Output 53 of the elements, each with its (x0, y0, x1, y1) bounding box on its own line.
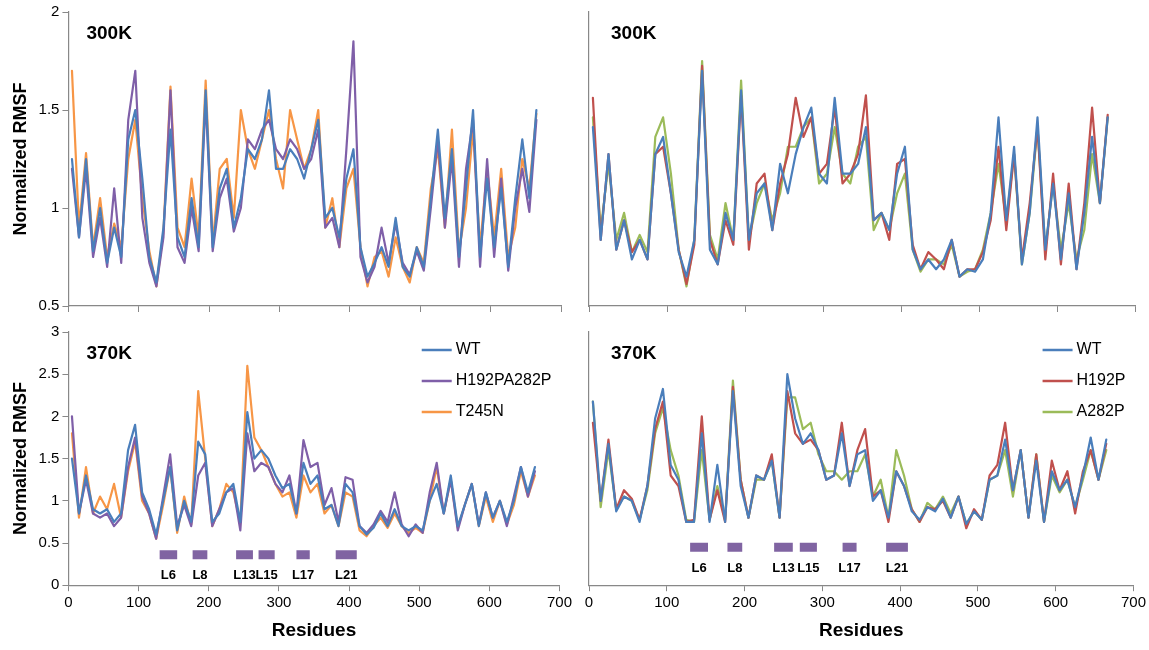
y-tick-label: 1 (51, 490, 60, 508)
y-tick-label: 2 (51, 2, 60, 20)
x-tick-label: 200 (732, 593, 758, 611)
legend-label: WT (1076, 340, 1102, 358)
annotation: L21 (885, 559, 909, 575)
y-axis-title: Normalized RMSF (9, 82, 30, 236)
x-tick-label: 100 (654, 593, 680, 611)
legend-label: H192P (1076, 371, 1126, 389)
x-tick-label: 300 (266, 593, 292, 611)
y-tick-label: 3 (51, 322, 60, 340)
annotation: L17 (291, 567, 315, 583)
text: 370K (86, 342, 133, 364)
x-tick-label: 600 (1043, 593, 1069, 611)
y-tick-label: 0 (51, 575, 60, 593)
x-tick-label: 300 (809, 593, 835, 611)
x-tick-label: 500 (406, 593, 432, 611)
y-tick-label: 2 (51, 406, 60, 424)
chart-title: 300K (611, 22, 657, 44)
annotation: L13 (772, 559, 795, 575)
annotation: L13 (233, 567, 256, 583)
annotation: L15 (797, 559, 820, 575)
legend-label: WT (455, 340, 481, 358)
y-axis-title: Normalized RMSF (9, 382, 30, 536)
annotation: L6 (691, 559, 707, 575)
legend-label: A282P (1076, 402, 1125, 420)
x-axis-title: Residues (271, 618, 357, 640)
legend-label: H192PA282P (455, 371, 552, 389)
annotation: L15 (255, 567, 278, 583)
x-tick-label: 400 (887, 593, 913, 611)
y-tick-label: 0.5 (38, 296, 60, 314)
legend-label: T245N (455, 402, 504, 420)
x-tick-label: 500 (965, 593, 991, 611)
x-tick-label: 700 (1120, 593, 1146, 611)
text: 300K (86, 22, 133, 44)
x-tick-label: 200 (196, 593, 222, 611)
x-tick-label: 600 (476, 593, 502, 611)
x-tick-label: 400 (336, 593, 362, 611)
x-tick-label: 0 (584, 593, 594, 611)
x-tick-label: 700 (546, 593, 572, 611)
annotation: L8 (192, 567, 208, 583)
y-tick-label: 1.5 (38, 448, 60, 466)
y-tick-label: 0.5 (38, 533, 60, 551)
annotation: L21 (335, 567, 358, 583)
x-axis-title: Residues (819, 618, 904, 640)
y-tick-label: 2.5 (38, 364, 60, 382)
chart-title: 370K (611, 342, 657, 364)
y-tick-label: 1 (51, 198, 60, 216)
y-tick-label: 1.5 (38, 100, 60, 118)
annotation: L17 (838, 559, 861, 575)
annotation: L6 (160, 567, 176, 583)
annotation: L8 (727, 559, 743, 575)
x-tick-label: 0 (64, 593, 73, 611)
x-tick-label: 100 (126, 593, 152, 611)
